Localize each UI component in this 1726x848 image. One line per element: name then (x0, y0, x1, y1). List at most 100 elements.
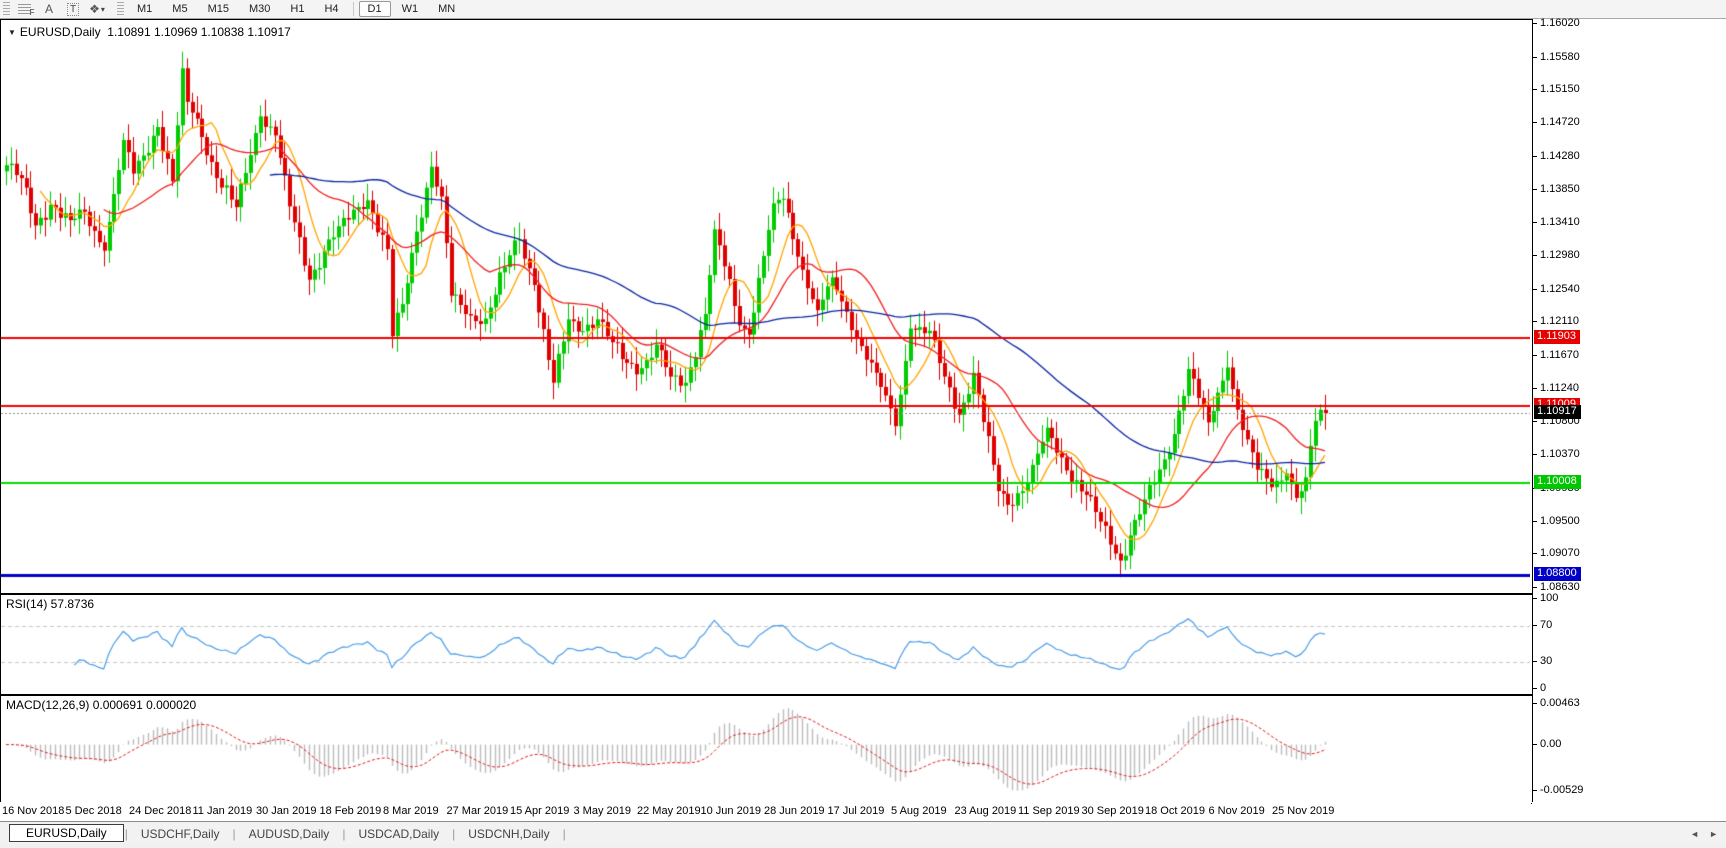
date-tick: 11 Sep 2019 (1018, 805, 1080, 817)
date-axis[interactable]: 16 Nov 2018 5 Dec 2018 24 Dec 2018 11 Jan 2… (0, 802, 1531, 821)
macd-tick: 0.00 (1540, 737, 1562, 750)
tick-mark (1533, 743, 1537, 745)
date-tick: 6 Nov 2019 (1208, 805, 1265, 817)
date-tick: 30 Jan 2019 (256, 805, 317, 817)
tick-mark (1533, 122, 1537, 124)
text-label-icon-glyph: T (66, 2, 80, 16)
tab-eurusd-daily[interactable]: EURUSD,Daily (9, 823, 124, 842)
tick-mark (1533, 222, 1537, 224)
chart-title: ▼ EURUSD,Daily 1.10891 1.10969 1.10838 1.… (8, 25, 291, 39)
date-tick: 25 Nov 2019 (1272, 805, 1335, 817)
macd-tick: -0.00529 (1540, 784, 1584, 796)
date-tick: 10 Jun 2019 (700, 805, 762, 817)
timeframe-d1[interactable]: D1 (358, 1, 391, 17)
text-label-icon[interactable]: T (63, 1, 83, 17)
chart-ohlc-values: 1.10891 1.10969 1.10838 1.10917 (107, 25, 291, 39)
timeframe-w1[interactable]: W1 (401, 3, 419, 15)
price-tick: 1.14280 (1540, 149, 1580, 162)
tab-usdcad-daily[interactable]: USDCAD,Daily (358, 826, 440, 841)
timeframe-h4[interactable]: H4 (324, 3, 339, 15)
tabs: EURUSD,Daily | USDCHF,Daily | AUDUSD,Daily | U… (0, 823, 567, 843)
rsi-tick: 30 (1540, 655, 1553, 667)
date-tick: 15 Apr 2019 (510, 805, 570, 817)
timeframe-m1[interactable]: M1 (137, 3, 153, 15)
status-strip (0, 844, 1726, 848)
tick-mark (1533, 255, 1537, 256)
rsi-indicator-label: RSI(14) 57.8736 (6, 597, 95, 611)
tick-mark (1533, 587, 1537, 588)
macd-panel (0, 695, 1532, 804)
tab-separator: | (342, 826, 346, 841)
tab-scroll-left-icon[interactable]: ◄ (1690, 828, 1700, 839)
rsi-tick: 100 (1540, 592, 1559, 604)
date-tick: 28 Jun 2019 (764, 805, 825, 817)
timeframe-m15[interactable]: M15 (207, 3, 229, 15)
price-tick: 1.11240 (1540, 381, 1579, 394)
toolbar-grip-2[interactable] (117, 2, 124, 16)
tick-mark (1533, 188, 1537, 190)
arrow-styles-icon-glyph: ❖ (89, 2, 100, 16)
price-tick: 1.09070 (1540, 547, 1580, 560)
timeframe-m30[interactable]: M30 (248, 3, 271, 15)
price-axis[interactable]: 1.16020 1.15580 1.15150 1.14720 1.14280 1.138… (1532, 17, 1726, 802)
timeframe-m5[interactable]: M5 (172, 3, 188, 15)
tick-mark (1533, 321, 1537, 323)
date-tick: 27 Mar 2019 (446, 805, 509, 817)
macd-tick: 0.00463 (1540, 697, 1580, 709)
tick-mark (1533, 703, 1537, 704)
fibonacci-icon[interactable]: F (15, 1, 35, 17)
tick-mark (1533, 454, 1537, 456)
date-tick: 3 May 2019 (573, 805, 631, 817)
date-tick: 22 May 2019 (637, 805, 701, 817)
price-tick: 1.16020 (1540, 17, 1580, 29)
tab-separator: | (124, 826, 128, 841)
tab-scroll-right-icon[interactable]: ► (1709, 828, 1718, 839)
price-tick: 1.12110 (1540, 315, 1579, 328)
tick-mark (1533, 661, 1537, 662)
toolbar-separator (352, 2, 354, 16)
date-tick: 5 Dec 2018 (65, 805, 122, 817)
tab-scroll-buttons: ◄ ► (1690, 829, 1718, 839)
tick-mark (1533, 790, 1537, 791)
price-tick: 1.12980 (1540, 249, 1580, 261)
timeframe-mn[interactable]: MN (438, 3, 456, 15)
tick-mark (1533, 354, 1537, 356)
macd-canvas[interactable] (1, 696, 1530, 801)
text-icon[interactable]: A (44, 2, 53, 16)
dropdown-caret-icon[interactable]: ▾ (100, 4, 105, 14)
rsi-canvas[interactable] (1, 595, 1530, 692)
symbol-caret-icon[interactable]: ▼ (8, 28, 16, 37)
price-tick: 1.08630 (1540, 581, 1580, 593)
tick-mark (1533, 387, 1537, 389)
hline-price-tag: 1.11903 (1534, 330, 1580, 345)
arrow-styles-icon[interactable]: ❖ ▾ (87, 1, 107, 17)
tick-mark (1533, 288, 1537, 290)
date-tick: 5 Aug 2019 (891, 805, 947, 817)
current-price-tag: 1.10917 (1534, 405, 1581, 420)
main-chart-canvas[interactable] (1, 20, 1530, 591)
tab-usdchf-daily[interactable]: USDCHF,Daily (140, 826, 220, 841)
date-tick: 17 Jul 2019 (827, 805, 885, 817)
timeframe-h1[interactable]: H1 (290, 3, 305, 15)
tick-mark (1533, 89, 1537, 91)
price-tick: 1.10370 (1540, 448, 1580, 461)
tick-mark (1533, 625, 1537, 626)
tick-mark (1533, 155, 1537, 157)
toolbar: F A T ❖ ▾ M1 M5 M15 M30 H1 H4 D1 W1 MN (0, 0, 1726, 19)
tick-mark (1533, 520, 1537, 522)
toolbar-grip[interactable] (3, 2, 10, 16)
price-tick: 1.13410 (1540, 216, 1580, 229)
date-tick: 11 Jan 2019 (192, 805, 253, 817)
date-tick: 18 Feb 2019 (319, 805, 382, 817)
date-tick: 18 Oct 2019 (1145, 805, 1205, 817)
date-tick: 23 Aug 2019 (954, 805, 1017, 817)
timeframe-buttons: M1 M5 M15 M30 H1 H4 D1 W1 MN (127, 1, 465, 17)
tab-usdcnh-daily[interactable]: USDCNH,Daily (468, 826, 550, 841)
chart-symbol: EURUSD,Daily (19, 25, 101, 39)
tab-audusd-daily[interactable]: AUDUSD,Daily (248, 826, 330, 841)
hline-price-tag: 1.10008 (1534, 474, 1581, 489)
rsi-tick: 70 (1540, 619, 1553, 631)
tab-separator: | (562, 826, 566, 841)
tick-mark (1533, 56, 1537, 58)
